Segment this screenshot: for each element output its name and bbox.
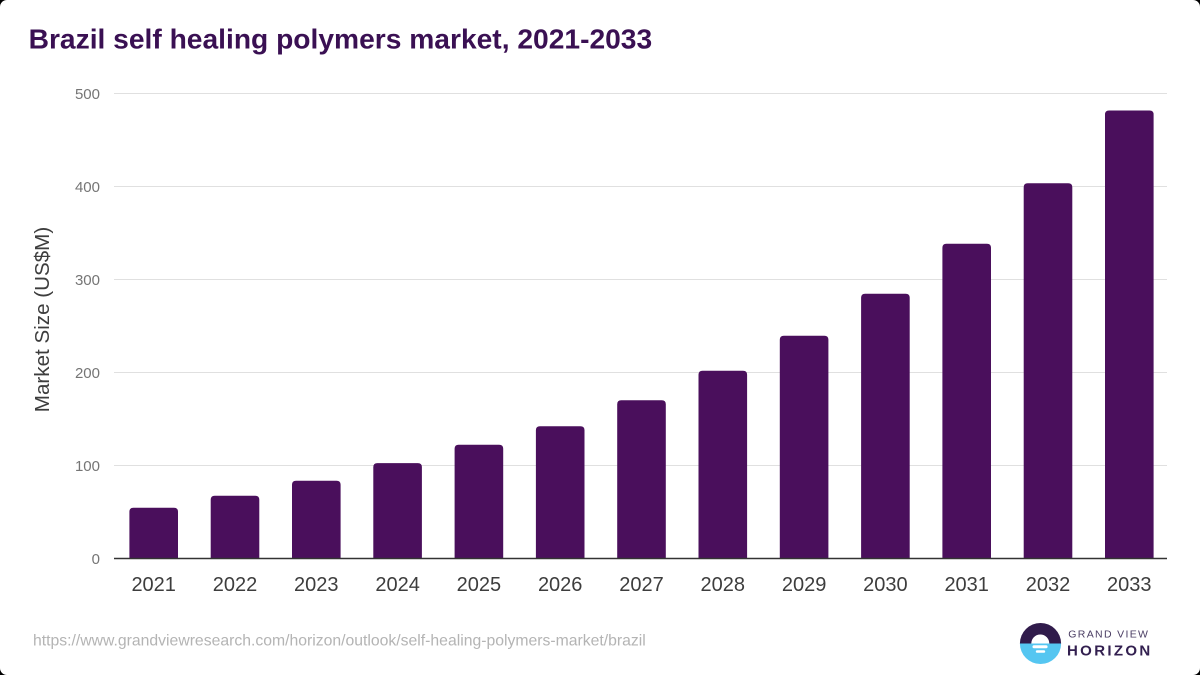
- svg-text:400: 400: [75, 179, 100, 196]
- svg-text:200: 200: [75, 365, 100, 382]
- svg-text:2026: 2026: [538, 574, 583, 596]
- svg-text:100: 100: [75, 458, 100, 475]
- svg-text:2024: 2024: [375, 574, 420, 596]
- svg-text:2028: 2028: [701, 574, 746, 596]
- svg-text:2032: 2032: [1026, 574, 1071, 596]
- svg-text:0: 0: [92, 551, 100, 568]
- svg-text:Brazil self healing polymers m: Brazil self healing polymers market, 202…: [29, 22, 653, 54]
- svg-text:500: 500: [75, 86, 100, 103]
- svg-text:2023: 2023: [294, 574, 339, 596]
- svg-text:HORIZON: HORIZON: [1067, 643, 1153, 660]
- svg-text:2021: 2021: [131, 574, 176, 596]
- svg-text:Market Size (US$M): Market Size (US$M): [31, 227, 54, 412]
- svg-text:2033: 2033: [1107, 574, 1152, 596]
- svg-text:2025: 2025: [457, 574, 502, 596]
- svg-text:2031: 2031: [944, 574, 989, 596]
- svg-text:https://www.grandviewresearch.: https://www.grandviewresearch.com/horizo…: [33, 632, 646, 649]
- svg-text:300: 300: [75, 272, 100, 289]
- svg-text:2022: 2022: [213, 574, 258, 596]
- svg-text:2027: 2027: [619, 574, 664, 596]
- svg-text:2030: 2030: [863, 574, 908, 596]
- svg-text:GRAND VIEW: GRAND VIEW: [1068, 629, 1149, 641]
- svg-text:2029: 2029: [782, 574, 827, 596]
